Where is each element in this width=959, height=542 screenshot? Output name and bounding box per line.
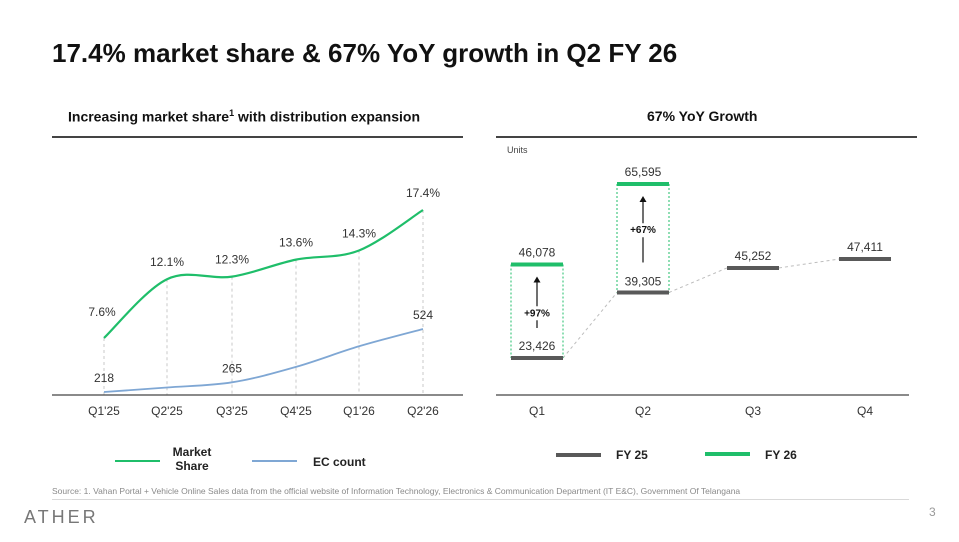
fy26-value-label: 46,078 <box>519 246 556 260</box>
legend-market-share-label: Share <box>175 459 209 473</box>
growth-label-bg <box>520 306 554 321</box>
growth-annotation: +67% <box>630 225 656 236</box>
fy25-value-label: 23,426 <box>519 339 556 353</box>
ec-count-line <box>103 328 424 393</box>
fy26-value-label: 65,595 <box>625 165 662 179</box>
market-share-chart: 7.6% 12.1% 12.3% 13.6% 14.3% 17.4% 218 265 524 Q1… <box>52 186 463 473</box>
x-tick-label: Q1 <box>529 404 545 418</box>
x-tick-label: Q4'25 <box>280 404 312 418</box>
x-tick-label: Q3 <box>745 404 761 418</box>
right-panel-heading: 67% YoY Growth <box>647 108 758 124</box>
x-tick-label: Q2 <box>635 404 651 418</box>
left-heading-rule <box>52 136 463 138</box>
market-share-label: 7.6% <box>88 305 116 319</box>
page-title: 17.4% market share & 67% YoY growth in Q… <box>52 38 678 68</box>
market-share-line <box>103 209 424 339</box>
fy25-connector <box>778 258 840 269</box>
x-tick-label: Q4 <box>857 404 873 418</box>
market-share-label: 12.1% <box>150 255 184 269</box>
market-share-label: 14.3% <box>342 226 376 240</box>
source-note: Source: 1. Vahan Portal + Vehicle Online… <box>52 486 741 496</box>
footer-divider <box>52 499 909 500</box>
x-tick-label: Q3'25 <box>216 404 248 418</box>
ather-logo: ATHER <box>24 507 99 527</box>
growth-label-bg <box>626 223 660 238</box>
yoy-growth-chart: Units +97% +67% 23,426 39,305 45,252 47,411 46,… <box>496 145 909 462</box>
y-axis-unit-label: Units <box>507 145 528 155</box>
growth-arrow-head <box>639 196 647 202</box>
fy25-connector <box>562 292 618 359</box>
fy25-value-label: 47,411 <box>847 240 883 254</box>
legend-fy25-label: FY 25 <box>616 448 648 462</box>
left-panel-heading: Increasing market share1 with distributi… <box>68 108 420 125</box>
fy25-value-label: 45,252 <box>735 249 772 263</box>
market-share-label: 13.6% <box>279 236 313 250</box>
x-tick-label: Q2'25 <box>151 404 183 418</box>
legend-fy26-label: FY 26 <box>765 448 797 462</box>
right-heading-rule <box>496 136 917 138</box>
ec-count-label: 218 <box>94 371 114 385</box>
x-tick-label: Q2'26 <box>407 404 439 418</box>
growth-annotation: +97% <box>524 308 550 319</box>
legend-market-share-label: Market <box>173 445 212 459</box>
x-tick-label: Q1'26 <box>343 404 375 418</box>
market-share-label: 12.3% <box>215 253 249 267</box>
x-tick-label: Q1'25 <box>88 404 120 418</box>
page-number: 3 <box>929 505 936 519</box>
fy25-connector <box>668 267 728 293</box>
legend-ec-count-label: EC count <box>313 455 366 469</box>
fy25-value-label: 39,305 <box>625 274 662 288</box>
ec-count-label: 524 <box>413 308 433 322</box>
growth-arrow-head <box>533 276 541 283</box>
market-share-label: 17.4% <box>406 186 440 200</box>
ec-count-label: 265 <box>222 361 242 375</box>
